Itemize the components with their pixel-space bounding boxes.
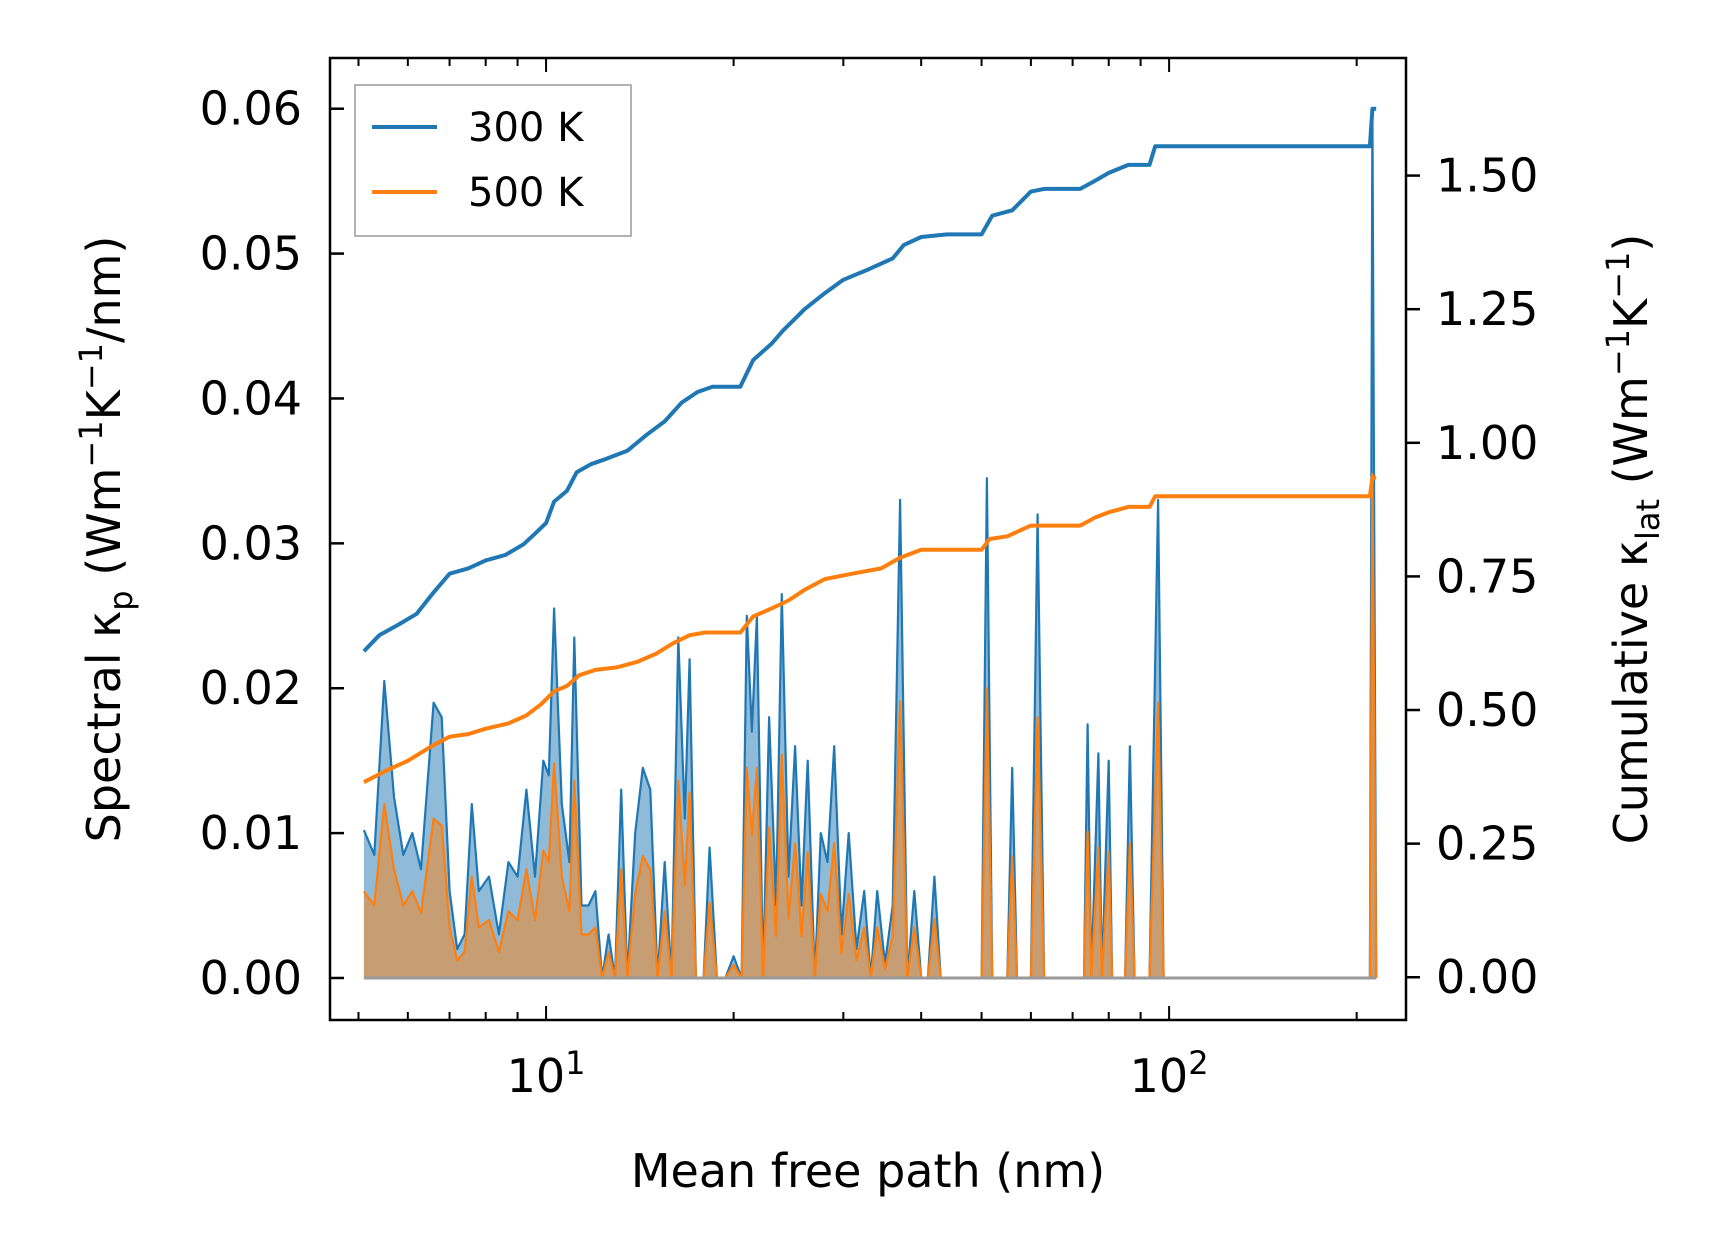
legend-label-300k: 300 K <box>468 105 585 151</box>
left-y-tick-label: 0.04 <box>200 371 302 425</box>
series-lines <box>362 106 1377 784</box>
spectral-line-1 <box>363 472 1378 980</box>
legend-box <box>354 84 632 237</box>
left-y-tick-label: 0.03 <box>200 516 302 570</box>
spectral-line-0 <box>362 107 1378 980</box>
right-y-tick-label: 0.50 <box>1436 683 1538 737</box>
left-y-tick-label: 0.05 <box>200 227 302 281</box>
right-y-tick-label: 1.50 <box>1436 149 1538 203</box>
x-tick-label: 102 <box>1130 1044 1209 1103</box>
axis-ticks: 0.00 0.01 0.02 0.03 0.04 0.05 0.06 0.00 0.25 0.50… <box>200 58 1538 1103</box>
legend: 300 K 500 K <box>354 84 632 237</box>
cumulative-line-0 <box>362 106 1377 653</box>
plot-frame <box>328 56 1408 1022</box>
right-y-tick-label: 1.25 <box>1436 282 1538 336</box>
spectral-fill-0 <box>363 108 1377 978</box>
right-y-tick-label: 0.00 <box>1436 950 1538 1004</box>
legend-label-500k: 500 K <box>468 170 585 216</box>
left-y-tick-label: 0.02 <box>200 661 302 715</box>
right-y-tick-label: 1.00 <box>1436 416 1538 470</box>
left-y-tick-label: 0.00 <box>200 951 302 1005</box>
spectral-fills <box>362 107 1378 980</box>
left-y-axis-title: Spectral κp (Wm−1K−1/nm) <box>72 236 140 843</box>
right-y-tick-label: 0.25 <box>1436 817 1538 871</box>
cumulative-line-1 <box>362 475 1377 784</box>
x-axis-title: Mean free path (nm) <box>631 1144 1105 1198</box>
x-tick-label: 101 <box>507 1044 586 1103</box>
left-y-tick-label: 0.01 <box>200 806 302 860</box>
right-y-axis-title: Cumulative κlat (Wm−1K−1) <box>1599 234 1667 845</box>
right-y-tick-label: 0.75 <box>1436 549 1538 603</box>
left-y-tick-label: 0.06 <box>200 82 302 136</box>
